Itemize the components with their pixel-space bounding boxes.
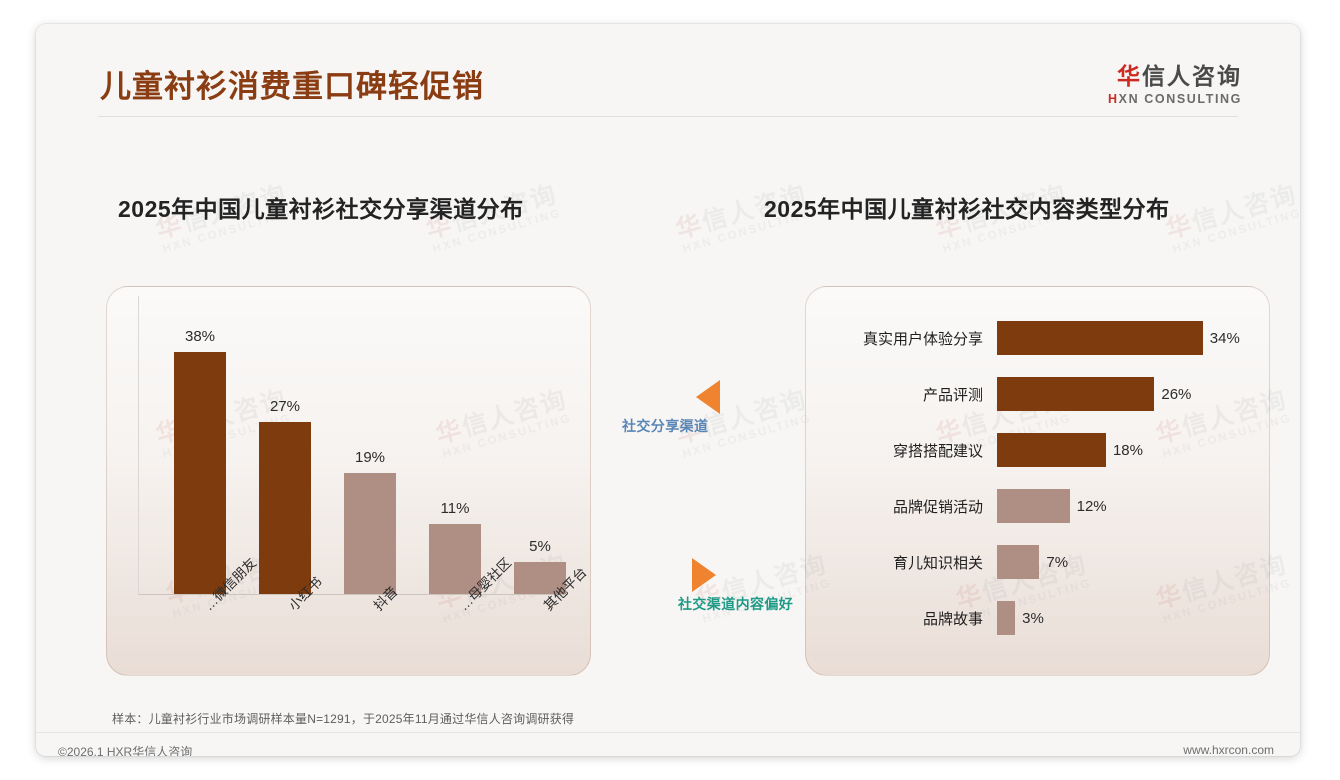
bar-value-label: 26% bbox=[1161, 385, 1192, 403]
bar-track: 3% bbox=[997, 601, 1044, 635]
triangle-left-icon bbox=[696, 380, 720, 414]
column-bar[interactable] bbox=[514, 562, 566, 594]
footer-copyright: ©2026.1 HXR华信人咨询 bbox=[58, 745, 193, 756]
column-value-label: 38% bbox=[184, 327, 216, 345]
footer-divider bbox=[36, 732, 1300, 733]
logo-name-rest: 信人咨询 bbox=[1142, 63, 1242, 89]
bar-value-label: 12% bbox=[1076, 497, 1107, 515]
slide-canvas: 华信人咨询 HXN CONSULTING 华信人咨询 HXN CONSULTING 华信… bbox=[36, 24, 1300, 756]
social-share-channel-column-chart: 38% 微信朋友… 27% 小红书 19% 抖音 11% 母婴社区… 5% 其他平台 bbox=[106, 286, 591, 676]
sample-footnote: 样本：儿童衬衫行业市场调研样本量N=1291，于2025年11月通过华信人咨询调… bbox=[112, 712, 575, 726]
column-bar[interactable] bbox=[259, 421, 311, 594]
logo-en-accent: H bbox=[1108, 92, 1119, 107]
bar-row: 育儿知识相关 7% bbox=[805, 545, 1270, 579]
bar-row: 产品评测 26% bbox=[805, 377, 1270, 411]
bar-category-label: 育儿知识相关 bbox=[892, 554, 983, 572]
column-value-label: 27% bbox=[269, 397, 301, 415]
column-group: 11% 母婴社区… bbox=[409, 294, 514, 613]
bar-row: 真实用户体验分享 34% bbox=[805, 321, 1270, 355]
page-title: 儿童衬衫消费重口碑轻促销 bbox=[100, 69, 484, 104]
triangle-right-icon bbox=[692, 558, 716, 592]
column-bar[interactable] bbox=[174, 351, 226, 594]
column-group: 19% 抖音 bbox=[324, 294, 416, 613]
callout-social-share-channel: 社交分享渠道 bbox=[622, 380, 720, 436]
bar-value-label: 7% bbox=[1046, 553, 1069, 571]
callout-label-1: 社交分享渠道 bbox=[622, 418, 709, 434]
bar-fill[interactable] bbox=[997, 601, 1016, 635]
column-value-label: 5% bbox=[529, 538, 551, 556]
column-chart-y-axis bbox=[138, 296, 139, 594]
bar-track: 12% bbox=[997, 489, 1107, 523]
column-bar[interactable] bbox=[344, 472, 396, 594]
bar-row: 品牌故事 3% bbox=[805, 601, 1270, 635]
column-group: 38% 微信朋友… bbox=[154, 294, 259, 613]
bar-row: 穿搭搭配建议 18% bbox=[805, 433, 1270, 467]
bar-category-label: 真实用户体验分享 bbox=[862, 330, 983, 348]
right-chart-title: 2025年中国儿童衬衫社交内容类型分布 bbox=[764, 196, 1170, 222]
bar-category-label: 品牌促销活动 bbox=[892, 498, 983, 516]
column-group: 5% 其他平台 bbox=[494, 294, 590, 613]
bar-track: 34% bbox=[997, 321, 1240, 355]
bar-track: 18% bbox=[997, 433, 1143, 467]
column-chart-x-axis bbox=[138, 594, 568, 595]
social-content-type-bar-chart: 真实用户体验分享 34% 产品评测 26% 穿搭搭配建议 18% 品牌促销活动 12% 育儿知识… bbox=[805, 286, 1270, 676]
logo-chinese-name: 华信人咨询 bbox=[1108, 63, 1242, 89]
logo-en-rest: XN CONSULTING bbox=[1118, 92, 1242, 107]
bar-fill[interactable] bbox=[997, 489, 1070, 523]
bar-row: 品牌促销活动 12% bbox=[805, 489, 1270, 523]
logo-accent-char: 华 bbox=[1117, 63, 1142, 89]
bar-fill[interactable] bbox=[997, 433, 1106, 467]
bar-value-label: 18% bbox=[1112, 441, 1143, 459]
bar-track: 26% bbox=[997, 377, 1191, 411]
bar-category-label: 穿搭搭配建议 bbox=[892, 442, 983, 460]
logo-english-name: HXN CONSULTING bbox=[1108, 92, 1242, 106]
column-value-label: 19% bbox=[354, 448, 386, 466]
bar-value-label: 34% bbox=[1209, 329, 1240, 347]
column-group: 27% 小红书 bbox=[239, 294, 331, 613]
column-value-label: 11% bbox=[440, 499, 470, 517]
bar-fill[interactable] bbox=[997, 321, 1203, 355]
callout-label-2: 社交渠道内容偏好 bbox=[678, 596, 794, 612]
header-divider bbox=[98, 116, 1238, 117]
bar-category-label: 产品评测 bbox=[922, 386, 983, 404]
bar-category-label: 品牌故事 bbox=[922, 610, 983, 628]
bar-fill[interactable] bbox=[997, 377, 1155, 411]
left-chart-title: 2025年中国儿童衬衫社交分享渠道分布 bbox=[118, 196, 524, 222]
bar-fill[interactable] bbox=[997, 545, 1040, 579]
bar-track: 7% bbox=[997, 545, 1068, 579]
slide-header: 儿童衬衫消费重口碑轻促销 华信人咨询 HXN CONSULTING bbox=[36, 24, 1300, 117]
footer-website: www.hxrcon.com bbox=[1183, 743, 1274, 756]
company-logo: 华信人咨询 HXN CONSULTING bbox=[1108, 63, 1242, 106]
callout-content-preference: 社交渠道内容偏好 bbox=[678, 558, 793, 614]
column-bar[interactable] bbox=[429, 523, 481, 594]
bar-value-label: 3% bbox=[1022, 609, 1044, 627]
